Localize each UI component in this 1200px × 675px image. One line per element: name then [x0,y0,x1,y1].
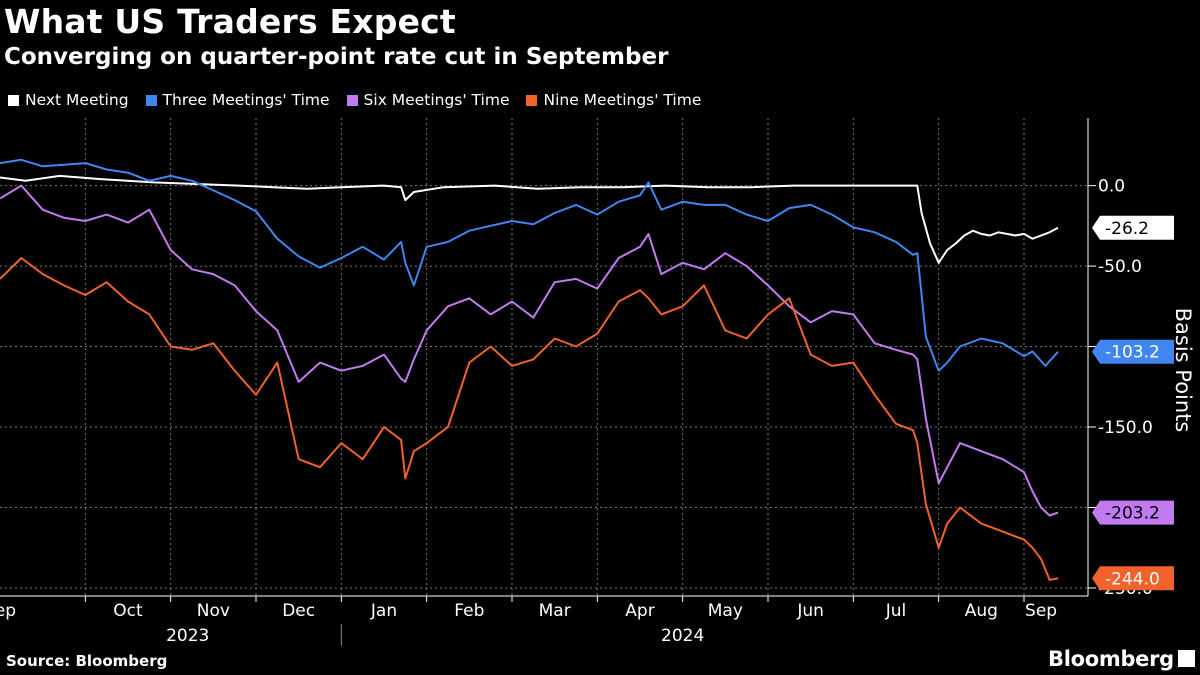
chart-subtitle: Converging on quarter-point rate cut in … [4,44,669,70]
legend-swatch [145,94,157,106]
x-tick-label: Mar [539,601,571,621]
legend-label: Six Meetings' Time [363,91,510,109]
series-line-1 [0,158,1059,372]
legend-item-six-meetings: Six Meetings' Time [346,91,510,109]
x-tick-label: Nov [197,601,230,621]
legend-swatch [346,94,358,106]
x-tick-label: Jul [885,601,907,621]
value-tag-2 [1092,500,1174,525]
bloomberg-logo: Bloomberg [1048,647,1174,671]
year-label: 2023 [166,626,209,646]
gridlines [0,118,1088,596]
year-label: 2024 [661,626,704,646]
legend-item-three-meetings: Three Meetings' Time [145,91,330,109]
x-tick-label: Sep [1025,601,1057,621]
chart-title: What US Traders Expect [4,2,456,41]
value-label-1: -103.2 [1105,343,1160,363]
series-line-2 [0,184,1059,517]
legend-label: Nine Meetings' Time [543,91,702,109]
series-lines [0,158,1059,581]
y-tick-label: -150.0 [1098,418,1153,438]
value-tag-3 [1092,566,1174,591]
value-label-2: -203.2 [1105,504,1160,524]
source-note: Source: Bloomberg [6,652,168,670]
value-labels: -26.2 -103.2 -203.2 -244.0 [1092,215,1174,591]
x-tick-label: Oct [113,601,143,621]
y-tick-label: 0.0 [1098,177,1125,197]
axes: 0.0-50.0-100.0-150.0-200.0-250.0SepOctNo… [0,118,1153,646]
value-tag-0 [1092,215,1174,240]
x-tick-label: Jun [796,601,824,621]
y-tick-label: -50.0 [1098,257,1142,277]
x-tick-label: Sep [0,601,16,621]
legend-item-next-meeting: Next Meeting [8,91,129,109]
x-tick-label: Feb [454,601,484,621]
y-axis-label: Basis Points [1171,308,1195,433]
x-tick-label: Jan [370,601,397,621]
x-tick-label: Dec [282,601,315,621]
value-tag-1 [1092,339,1174,364]
value-label-3: -244.0 [1105,569,1160,589]
x-tick-label: Apr [625,601,654,621]
legend-label: Three Meetings' Time [162,91,330,109]
legend-label: Next Meeting [25,91,129,109]
legend-swatch [526,94,538,106]
value-label-0: -26.2 [1105,219,1149,239]
legend-item-nine-meetings: Nine Meetings' Time [526,91,701,109]
legend: Next Meeting Three Meetings' Time Six Me… [8,91,701,109]
series-line-3 [0,257,1059,581]
x-tick-label: May [708,601,743,621]
bloomberg-mark-icon [1178,650,1195,667]
series-line-0 [0,174,1059,264]
legend-swatch [8,94,19,106]
x-tick-label: Aug [965,601,998,621]
